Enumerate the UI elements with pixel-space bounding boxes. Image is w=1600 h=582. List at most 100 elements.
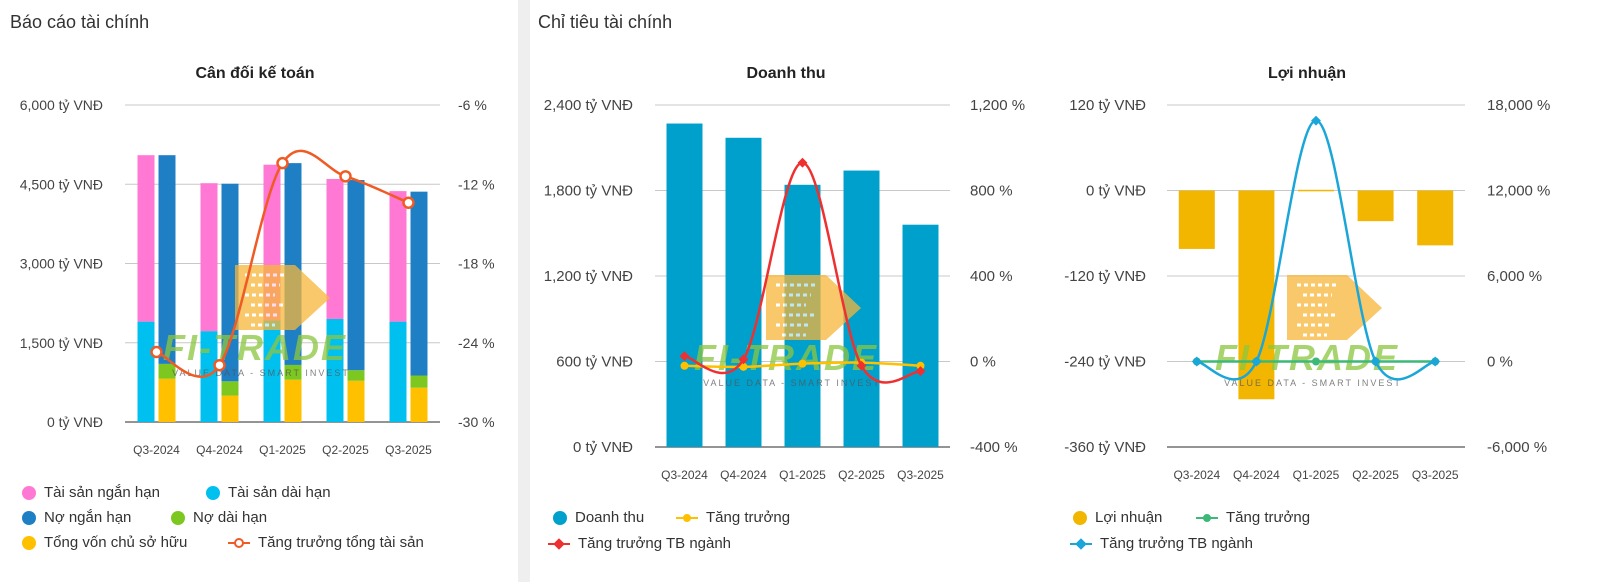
bar-short-term-debt [347, 180, 365, 371]
x-tick-label: Q2-2025 [1352, 468, 1399, 482]
point-industry-growth [1370, 356, 1381, 367]
legend-marker [676, 511, 698, 525]
legend-item[interactable]: Tăng trưởng TB ngành [548, 535, 731, 552]
bar-equity [158, 378, 176, 422]
legend-item[interactable]: Tổng vốn chủ sở hữu [22, 534, 187, 551]
y2-tick-label: 0 % [1487, 354, 1513, 371]
bar-long-term-assets [389, 321, 407, 422]
chart-title: Cân đối kế toán [195, 65, 314, 82]
point-industry-growth [1251, 356, 1262, 367]
x-tick-label: Q2-2025 [322, 443, 369, 457]
bar-long-term-debt [410, 375, 428, 388]
panel-divider [518, 0, 530, 582]
legend-item[interactable]: Tăng trưởng [676, 509, 790, 526]
y2-tick-label: 800 % [970, 183, 1013, 200]
bar-long-term-debt [347, 370, 365, 381]
y2-tick-label: 400 % [970, 268, 1013, 285]
bar-revenue [902, 224, 939, 447]
bar-long-term-assets [137, 321, 155, 422]
legend-item[interactable]: Lợi nhuận [1073, 509, 1162, 526]
bar-short-term-assets [326, 178, 344, 319]
legend-marker [1073, 510, 1087, 525]
point-total-asset-growth [339, 170, 352, 183]
bar-long-term-assets [326, 318, 344, 422]
point-total-asset-growth [213, 358, 226, 372]
x-tick-label: Q4-2024 [1233, 468, 1280, 482]
y-tick-label: 6,000 tỷ VNĐ [20, 97, 103, 113]
legend-label: Tăng trưởng [1226, 509, 1311, 526]
legend-label: Nợ dài hạn [193, 509, 268, 526]
point-growth [916, 361, 925, 370]
section-title: Chỉ tiêu tài chính [538, 12, 673, 32]
bar-long-term-assets [263, 320, 281, 422]
legend-marker [228, 536, 250, 550]
x-tick-label: Q2-2025 [838, 468, 885, 482]
bar-long-term-debt [158, 363, 176, 379]
y2-tick-label: -6 % [458, 97, 487, 113]
y2-tick-label: -24 % [458, 335, 495, 351]
point-industry-growth [1311, 115, 1321, 126]
legend-label: Lợi nhuận [1095, 509, 1163, 526]
svg-text:VALUE DATA - SMART INVEST: VALUE DATA - SMART INVEST [1224, 378, 1402, 388]
y2-tick-label: -6,000 % [1487, 439, 1547, 456]
legend-item[interactable]: Tài sản dài hạn [206, 484, 331, 501]
y2-tick-label: 6,000 % [1487, 268, 1542, 285]
legend-item[interactable]: Doanh thu [553, 509, 644, 526]
chart-title: Doanh thu [746, 65, 825, 82]
x-tick-label: Q1-2025 [779, 468, 826, 482]
legend-label: Tài sản ngắn hạn [44, 484, 160, 501]
y-tick-label: 1,500 tỷ VNĐ [20, 335, 103, 351]
svg-text:FI-TRADE: FI-TRADE [163, 327, 347, 368]
x-tick-label: Q3-2025 [385, 443, 432, 457]
y-tick-label: 3,000 tỷ VNĐ [20, 256, 103, 272]
point-industry-growth [797, 157, 808, 168]
legend-label: Tăng trưởng TB ngành [578, 535, 732, 552]
bar-long-term-debt [284, 364, 302, 380]
legend-item[interactable]: Tăng trưởng tổng tài sản [228, 534, 424, 551]
legend-label: Tăng trưởng [706, 509, 791, 526]
y2-tick-label: 0 % [970, 354, 996, 371]
legend-item[interactable]: Tăng trưởng [1196, 509, 1310, 526]
point-industry-growth [856, 360, 867, 371]
bar-equity [284, 379, 302, 422]
y2-tick-label: 18,000 % [1487, 97, 1550, 114]
y2-tick-label: -30 % [458, 414, 495, 430]
legend-label: Nợ ngắn hạn [44, 509, 132, 526]
legend-marker [553, 510, 567, 525]
y-tick-label: 0 tỷ VNĐ [573, 439, 633, 456]
point-industry-growth [738, 354, 749, 365]
bar-profit [1298, 189, 1334, 192]
bar-long-term-debt [221, 381, 239, 396]
legend-item[interactable]: Tài sản ngắn hạn [22, 484, 160, 501]
bar-revenue [725, 137, 762, 447]
svg-text:VALUE DATA - SMART INVEST: VALUE DATA - SMART INVEST [172, 368, 350, 378]
legend-item[interactable]: Nợ ngắn hạn [22, 509, 131, 526]
y-tick-label: -120 tỷ VNĐ [1064, 268, 1146, 285]
y-tick-label: 2,400 tỷ VNĐ [544, 97, 633, 114]
y2-tick-label: -400 % [970, 439, 1018, 456]
bar-profit [1417, 190, 1454, 246]
point-industry-growth [1430, 356, 1441, 367]
bar-short-term-assets [200, 183, 218, 332]
y2-tick-label: -12 % [458, 176, 495, 192]
y-tick-label: 1,800 tỷ VNĐ [544, 183, 633, 200]
point-growth [739, 362, 748, 371]
legend-marker [22, 510, 36, 525]
y-tick-label: -240 tỷ VNĐ [1064, 354, 1146, 371]
point-total-asset-growth [402, 196, 415, 209]
legend-marker [1196, 511, 1218, 525]
bar-short-term-assets [389, 191, 407, 322]
point-growth [680, 361, 689, 370]
legend-item[interactable]: Nợ dài hạn [171, 509, 267, 526]
bar-short-term-debt [410, 191, 428, 376]
legend-label: Tổng vốn chủ sở hữu [44, 534, 188, 551]
legend-label: Doanh thu [575, 509, 645, 526]
x-tick-label: Q1-2025 [1293, 468, 1340, 482]
bar-equity [347, 380, 365, 422]
legend-marker [171, 510, 185, 525]
legend-item[interactable]: Tăng trưởng TB ngành [1070, 535, 1253, 552]
bar-profit [1357, 190, 1394, 222]
